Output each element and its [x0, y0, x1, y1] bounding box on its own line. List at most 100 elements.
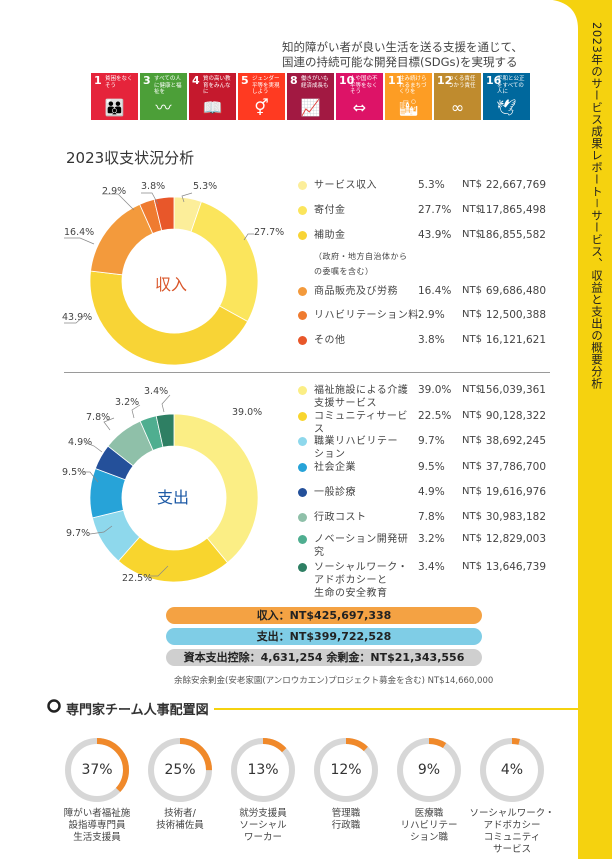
- team-ratio-ring: 9%: [396, 737, 462, 803]
- expense-legend-amount: 19,616,976: [485, 486, 546, 498]
- team-role-label-line: 技術補佐員: [156, 820, 204, 831]
- team-role-label: 障がい者福祉施 設指導専門員 生活支援員: [42, 808, 152, 844]
- expense-data-label: 9.5%: [62, 467, 87, 478]
- dove-icon: 🕊: [496, 98, 517, 117]
- sdg-goal-label: すべての人に健康と福祉を: [154, 76, 182, 95]
- expense-legend-percent: 3.2%: [418, 533, 445, 545]
- expense-legend-percent: 3.4%: [418, 561, 445, 573]
- band-curve: [551, 0, 612, 29]
- team-ratio-ring: 25%: [147, 737, 213, 803]
- sdg-goal-label: つくる責任つかう責任: [448, 76, 476, 89]
- income-legend-label-line: サービス収入: [314, 180, 377, 191]
- sdg-goal-label: 働きがいも経済成長も: [301, 76, 329, 89]
- team-ring-graphic: [314, 738, 378, 802]
- team-ratio-ring: 12%: [313, 737, 379, 803]
- income-slice: [153, 196, 175, 231]
- income-legend-percent: 5.3%: [418, 179, 445, 191]
- expense-legend-amount: 90,128,322: [485, 410, 546, 422]
- team-ring-fill: [314, 738, 378, 802]
- sdg-goal-label: 平和と公正をすべての人に: [497, 76, 525, 95]
- income-data-label: 16.4%: [64, 227, 95, 238]
- side-band: [578, 0, 612, 859]
- team-ratio-ring: 4%: [479, 737, 545, 803]
- team-ring-percent: 25%: [164, 762, 196, 778]
- income-legend-currency: NT$: [462, 285, 482, 296]
- expense-legend-label-line: 社会企業: [314, 462, 356, 473]
- header-mission: 知的障がい者が良い生活を送る支援を通じて、 国連の持続可能な開発目標(SDGs)…: [282, 40, 572, 70]
- income-data-label: 5.3%: [193, 181, 218, 192]
- team-ring-fill: [65, 738, 129, 802]
- expense-legend-swatch: [298, 563, 307, 572]
- expense-legend-label: ノベーション開発研究: [314, 533, 408, 559]
- subsidy-note-1: （政府・地方自治体から: [314, 252, 408, 261]
- expense-data-label: 4.9%: [68, 437, 93, 448]
- expense-legend-label-line: ノベーション開発研: [314, 534, 409, 545]
- income-legend-amount: 22,667,769: [485, 179, 546, 191]
- team-ring-percent: 13%: [247, 762, 279, 778]
- income-legend-swatch: [298, 181, 307, 190]
- expense-legend-label: コミュニティサービス: [314, 410, 408, 436]
- sdg-goal-tile: 3 すべての人に健康と福祉を〰: [140, 73, 187, 120]
- income-legend-label: リハビリテーション料: [314, 309, 419, 322]
- expense-legend-label-line: アドボカシーと: [314, 575, 388, 586]
- subsidy-note-2: の委嘱を含む）: [314, 267, 374, 276]
- expense-legend-currency: NT$: [462, 511, 482, 522]
- team-role-label: 技術者/技術補佐員: [125, 808, 235, 832]
- expense-legend-currency: NT$: [462, 410, 482, 421]
- book-icon: 📖: [202, 98, 223, 117]
- income-legend-amount: 69,686,480: [485, 285, 546, 297]
- expense-legend-label-line: 一般診療: [314, 487, 356, 498]
- expense-legend-label-line: 支援サービス: [314, 398, 377, 409]
- income-legend-amount: 117,865,498: [479, 204, 546, 216]
- expense-legend-label: 行政コスト: [314, 511, 367, 524]
- income-legend-swatch: [298, 311, 307, 320]
- expense-legend-label-line: ソーシャルワーク・: [314, 562, 409, 573]
- income-legend-amount: 186,855,582: [479, 229, 546, 241]
- expense-legend-percent: 39.0%: [418, 384, 452, 396]
- people-icon: 👪: [104, 98, 125, 117]
- team-role-label-line: 管理職: [331, 808, 361, 819]
- team-role-label-line: リハビリテー: [400, 820, 458, 831]
- team-role-label: ソーシャルワーク・ アドボカシー コミュニティ サービス: [457, 808, 567, 856]
- income-legend-label: 補助金: [314, 229, 346, 242]
- expense-legend-currency: NT$: [462, 435, 482, 446]
- expense-data-label: 22.5%: [122, 573, 153, 584]
- city-icon: 🏙: [398, 98, 419, 117]
- income-legend-percent: 2.9%: [418, 309, 445, 321]
- team-role-label-line: 就労支援員: [239, 808, 287, 819]
- team-ring-fill: [480, 738, 544, 802]
- team-ring-fill: [397, 738, 461, 802]
- sdg-goal-tile: 16 平和と公正をすべての人に 🕊: [483, 73, 530, 120]
- income-legend-amount: 16,121,621: [485, 334, 546, 346]
- income-legend-currency: NT$: [462, 229, 482, 240]
- income-legend-percent: 43.9%: [418, 229, 452, 241]
- income-total-bar: 収入：NT$425,697,338: [166, 607, 482, 624]
- income-data-label: 2.9%: [102, 186, 127, 197]
- team-ring-fill: [231, 738, 295, 802]
- team-role-label-line: 設指導専門員: [68, 820, 126, 831]
- team-role-label-line: ソーシャルワーク・: [469, 808, 555, 819]
- sdg-goal-number: 5: [241, 74, 249, 87]
- income-legend-currency: NT$: [462, 179, 482, 190]
- income-legend-percent: 27.7%: [418, 204, 452, 216]
- team-role-label-line: 技術者/: [164, 808, 196, 819]
- income-legend-percent: 3.8%: [418, 334, 445, 346]
- expense-legend-swatch: [298, 513, 307, 522]
- sdg-goal-label: 住み続けられるまちづくりを: [399, 76, 427, 95]
- expense-legend-line3: 生命の安全教育: [314, 588, 388, 599]
- expense-donut-chart: [89, 413, 259, 583]
- expense-legend-amount: 12,829,003: [485, 533, 546, 545]
- income-legend-label: サービス収入: [314, 179, 377, 192]
- team-ring-percent: 37%: [81, 762, 113, 778]
- income-donut-chart: [89, 196, 259, 366]
- equality-icon: ⇔: [352, 98, 367, 117]
- expense-legend-amount: 30,983,182: [485, 511, 546, 523]
- income-data-label: 3.8%: [141, 181, 166, 192]
- header-line-1: 知的障がい者が良い生活を送る支援を通じて、: [282, 40, 523, 54]
- expense-data-label: 9.7%: [66, 528, 91, 539]
- team-ring-graphic: [480, 738, 544, 802]
- income-legend-percent: 16.4%: [418, 285, 452, 297]
- infinity-icon: ∞: [450, 98, 465, 117]
- sdg-goal-label: 貧困をなくそう: [105, 76, 133, 89]
- expense-legend-swatch: [298, 488, 307, 497]
